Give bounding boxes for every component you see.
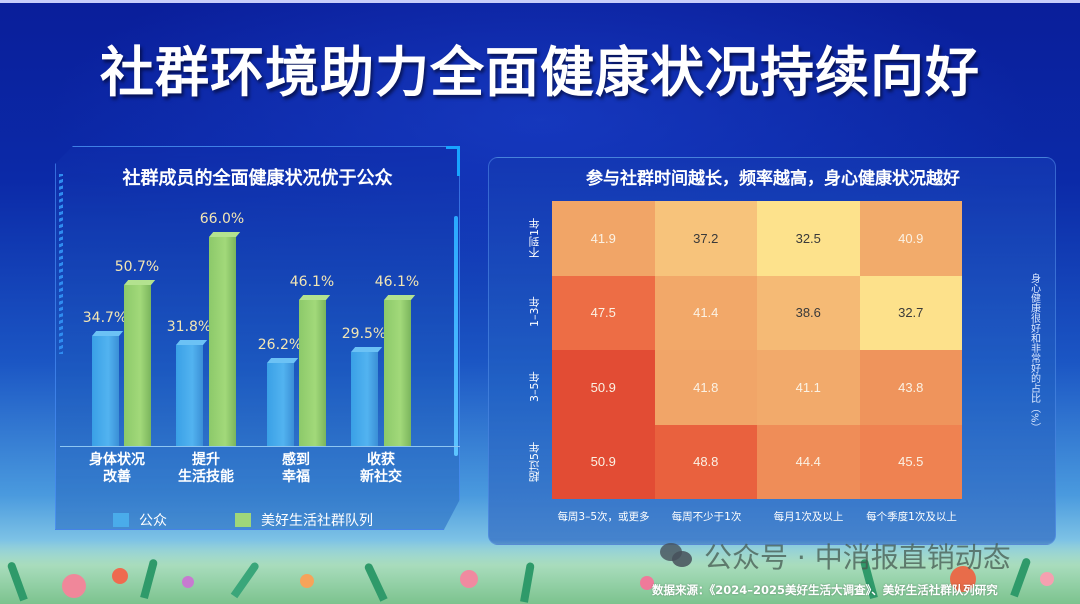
heatmap-cell: 45.5 [859, 424, 962, 499]
heatmap-cell: 41.1 [757, 350, 860, 425]
legend-swatch [113, 513, 129, 527]
bar-community [124, 285, 151, 446]
legend-swatch [235, 513, 251, 527]
heatmap-title: 参与社群时间越长，频率越高，身心健康状况越好 [586, 169, 960, 189]
watermark: 公众号 · 中消报直销动态 [660, 536, 1011, 576]
flower-decoration [460, 570, 478, 588]
heatmap-cell: 41.8 [654, 350, 757, 425]
flower-decoration [300, 574, 314, 588]
panel-edge-decoration [454, 216, 458, 456]
category-label: 收获 新社交 [360, 452, 402, 485]
heatmap-cell: 32.7 [859, 275, 962, 350]
flower-decoration [182, 576, 194, 588]
heatmap-cell: 48.8 [654, 424, 757, 499]
panel-decoration [59, 174, 63, 354]
row-label: 1–3年 [528, 296, 541, 328]
heatmap-cell: 37.2 [654, 201, 757, 276]
bar-public [267, 362, 294, 446]
row-label: 超过5年 [528, 442, 541, 482]
row-label: 不到1年 [528, 218, 541, 258]
row-label: 3–5年 [528, 371, 541, 403]
legend-item-public: 公众 [113, 510, 167, 530]
heatmap-cell: 44.4 [757, 424, 860, 499]
x-axis-line [60, 446, 460, 447]
column-label: 每月1次及以上 [773, 511, 844, 523]
bar-value-label: 46.1% [289, 273, 335, 290]
leaf-decoration [1010, 557, 1032, 598]
leaf-decoration [6, 561, 28, 602]
bar-value-label: 31.8% [166, 319, 212, 336]
heatmap-panel: 参与社群时间越长，频率越高，身心健康状况越好 41.9 37.2 32.5 40.9 4… [488, 157, 1056, 545]
bar-community [209, 236, 236, 446]
heatmap-cell: 41.4 [654, 275, 757, 350]
column-label: 每周3–5次，或更多 [557, 511, 650, 523]
data-source-note: 数据来源：《2024–2025美好生活大调查》、美好生活社群队列研究 [652, 583, 998, 597]
bar-community [299, 299, 326, 446]
heatmap-grid: 41.9 37.2 32.5 40.9 47.5 41.4 38.6 32.7 50.9 41.8… [552, 201, 962, 499]
bar-public [351, 352, 378, 446]
bar-value-label: 34.7% [82, 310, 128, 326]
bar-value-label: 66.0% [199, 210, 245, 227]
flower-decoration [112, 568, 128, 584]
bar-public [176, 345, 203, 446]
leaf-decoration [520, 561, 535, 603]
bar-public [92, 336, 119, 446]
wechat-icon [660, 543, 694, 569]
flower-decoration [640, 576, 654, 590]
heatmap-cell: 32.5 [757, 201, 860, 276]
category-label: 提升 生活技能 [178, 452, 234, 485]
bar-value-label: 29.5% [341, 326, 387, 343]
bar-chart-title: 社群成员的全面健康状况优于公众 [122, 168, 393, 189]
heatmap-cell: 41.9 [552, 201, 655, 276]
heatmap-cell: 47.5 [552, 275, 655, 350]
category-label: 身体状况 改善 [89, 452, 145, 485]
flower-decoration [950, 566, 976, 592]
leaf-decoration [140, 558, 159, 600]
colorbar-label: 身心健康很好和非常好的占比（%） [1028, 273, 1040, 433]
column-label: 每个季度1次及以上 [866, 511, 957, 523]
heatmap-cell: 38.6 [757, 275, 860, 350]
panel-corner-decoration [446, 146, 460, 176]
flower-decoration [62, 574, 86, 598]
bar-community [384, 299, 411, 446]
column-label: 每周不少于1次 [671, 511, 742, 523]
page-title: 社群环境助力全面健康状况持续向好 [100, 41, 980, 104]
bar-value-label: 46.1% [374, 273, 420, 290]
heatmap-cell: 40.9 [859, 201, 962, 276]
category-label: 感到 幸福 [282, 452, 310, 485]
flower-decoration [1040, 572, 1054, 586]
bar-value-label: 26.2% [257, 336, 303, 353]
legend-item-community: 美好生活社群队列 [235, 510, 373, 530]
heatmap-cell: 50.9 [552, 424, 655, 499]
leaf-decoration [230, 560, 261, 599]
top-border [0, 0, 1080, 3]
bar-value-label: 50.7% [114, 259, 160, 276]
leaf-decoration [363, 562, 388, 602]
heatmap-cell: 43.8 [859, 350, 962, 425]
decorative-meadow [0, 540, 1080, 604]
heatmap-cell: 50.9 [552, 350, 655, 425]
